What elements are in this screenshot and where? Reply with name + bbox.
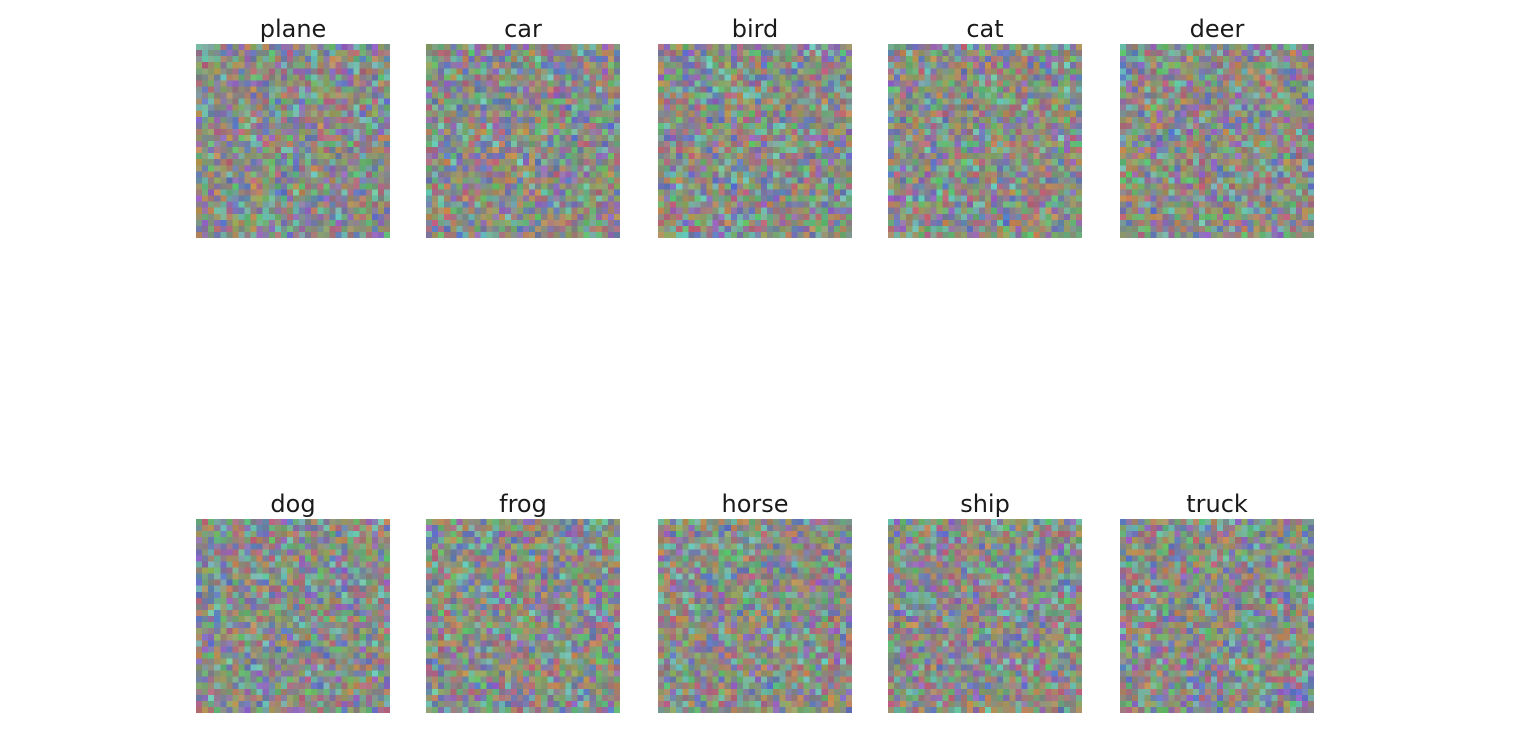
panel-title: horse (721, 490, 789, 518)
noise-image (426, 44, 620, 238)
class-panel: deer (1120, 4, 1314, 238)
class-panel: car (426, 4, 620, 238)
class-panel: ship (888, 479, 1082, 713)
noise-image (196, 519, 390, 713)
class-panel: frog (426, 479, 620, 713)
noise-image (888, 44, 1082, 238)
class-panel: cat (888, 4, 1082, 238)
noise-image (196, 44, 390, 238)
class-panel: plane (196, 4, 390, 238)
noise-image (1120, 44, 1314, 238)
noise-image (658, 519, 852, 713)
panel-title: bird (731, 15, 779, 43)
panel-title: truck (1186, 490, 1248, 518)
noise-image (426, 519, 620, 713)
panel-title: deer (1189, 15, 1245, 43)
panel-title: dog (270, 490, 316, 518)
noise-image (1120, 519, 1314, 713)
panel-title: plane (259, 15, 327, 43)
class-panel: truck (1120, 479, 1314, 713)
panel-title: cat (966, 15, 1004, 43)
panel-title: frog (499, 490, 547, 518)
noise-image (888, 519, 1082, 713)
class-panel: dog (196, 479, 390, 713)
class-panel: bird (658, 4, 852, 238)
noise-image (658, 44, 852, 238)
class-panel: horse (658, 479, 852, 713)
panel-title: ship (960, 490, 1010, 518)
panel-title: car (504, 15, 542, 43)
